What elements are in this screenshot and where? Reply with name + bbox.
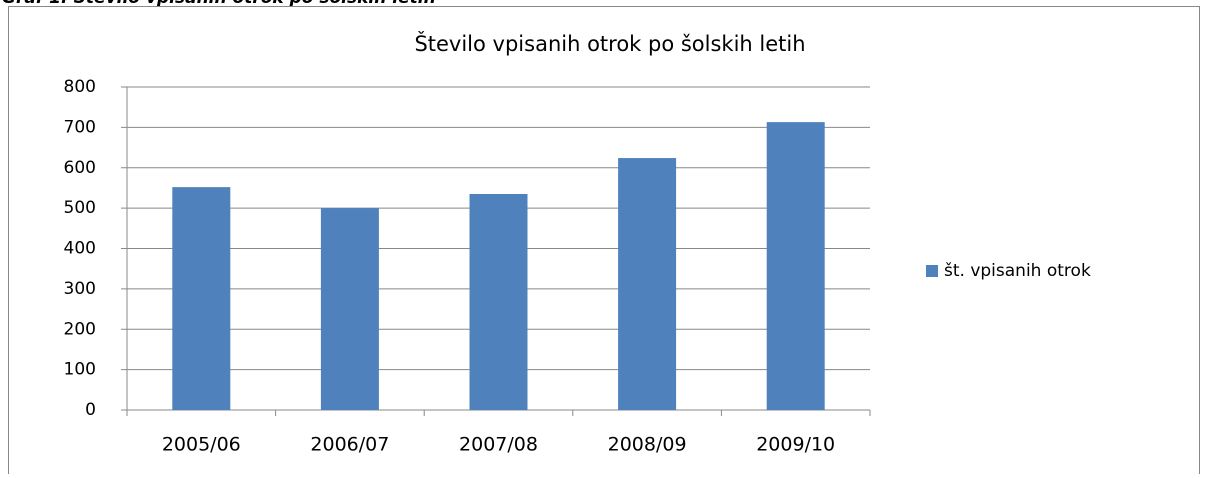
y-tick-label: 200 [64,319,96,339]
bar [766,122,825,410]
legend-label: št. vpisanih otrok [944,261,1091,281]
y-tick-label: 800 [64,77,96,97]
y-tick-label: 0 [85,400,96,420]
chart-title: Število vpisanih otrok po šolskih letih [414,31,805,56]
bar [618,158,677,410]
x-tick-label: 2005/06 [162,434,241,456]
bar [172,187,231,410]
caption: Graf 1: Število vpisanih otrok po šolski… [2,0,436,8]
y-tick-label: 500 [64,198,96,218]
bar [469,193,528,410]
y-tick-label: 300 [64,279,96,299]
y-tick-label: 700 [64,117,96,137]
bar [320,208,379,410]
x-tick-label: 2006/07 [310,434,389,456]
legend-swatch [926,265,938,277]
x-tick-label: 2007/08 [459,434,538,456]
x-tick-label: 2008/09 [608,434,687,456]
y-tick-label: 400 [64,239,96,259]
y-tick-label: 100 [64,360,96,380]
x-tick-label: 2009/10 [756,434,835,456]
y-tick-label: 600 [64,158,96,178]
